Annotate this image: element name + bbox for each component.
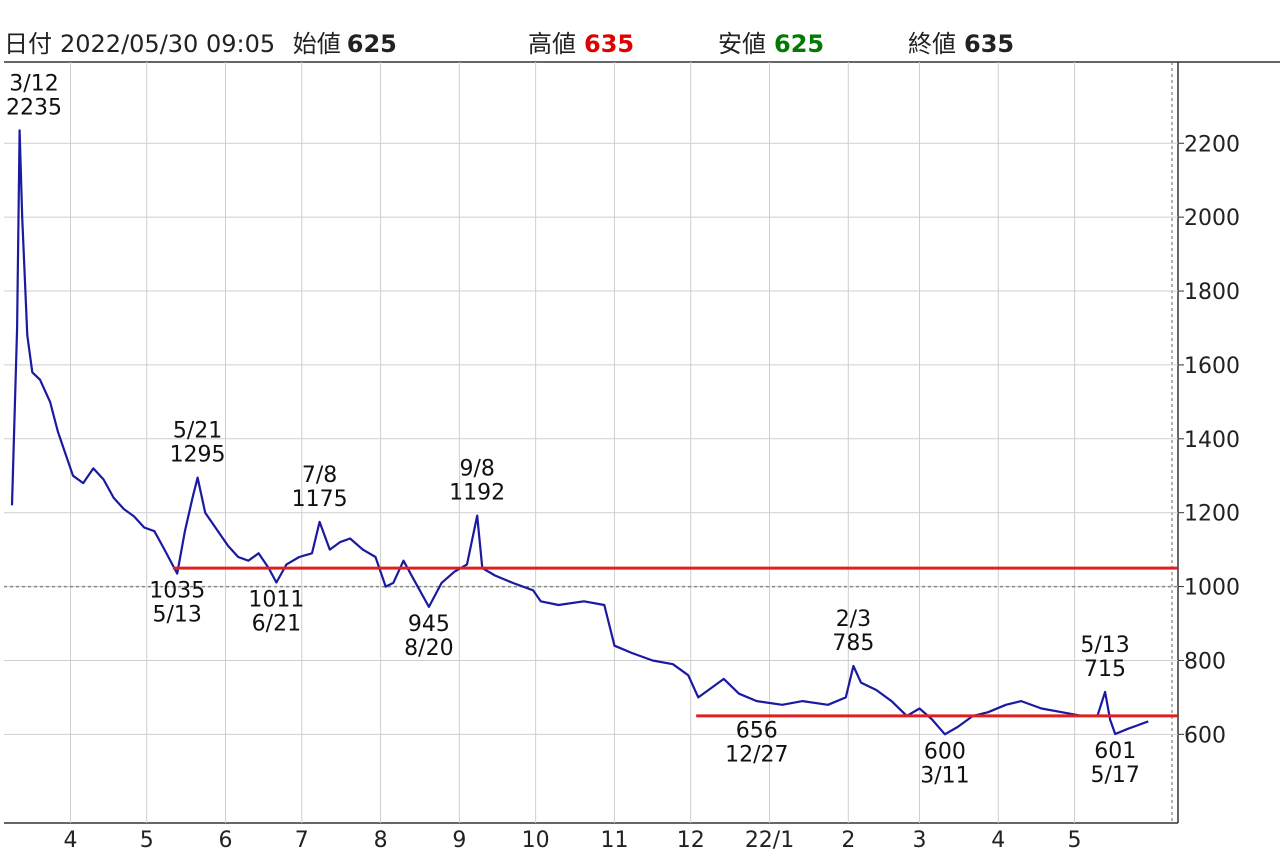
annotation-price: 1295	[170, 443, 226, 468]
annotation-price: 2235	[6, 95, 62, 120]
x-tick-label: 5	[1068, 828, 1082, 853]
annotation-price: 1011	[248, 588, 304, 613]
y-tick-label: 1600	[1184, 354, 1240, 379]
annotation-price: 785	[832, 631, 874, 656]
grid	[4, 62, 1178, 823]
x-tick-label: 4	[991, 828, 1005, 853]
y-tick-label: 2000	[1184, 206, 1240, 231]
y-tick-label: 2200	[1184, 132, 1240, 157]
annotation-price: 945	[408, 612, 450, 637]
annotation-date: 5/21	[173, 419, 222, 444]
x-tick-label: 9	[452, 828, 466, 853]
annotation-price: 600	[924, 739, 966, 764]
x-tick-label: 7	[295, 828, 309, 853]
annotation-date: 8/20	[404, 636, 453, 661]
y-tick-label: 1200	[1184, 502, 1240, 527]
annotation-price: 1192	[449, 481, 505, 506]
price-series	[10, 129, 1149, 736]
ohlc-header: 日付 2022/05/30 09:05 始値 625 高値 635 安値 625 終値 6…	[4, 30, 1014, 58]
x-tick-label: 5	[140, 828, 154, 853]
x-tick-label: 6	[219, 828, 233, 853]
annotation-date: 7/8	[302, 463, 337, 488]
x-tick-label: 2	[841, 828, 855, 853]
annotation-date: 3/11	[920, 763, 969, 788]
x-tick-label: 8	[374, 828, 388, 853]
y-tick-label: 1000	[1184, 576, 1240, 601]
x-tick-label: 3	[912, 828, 926, 853]
annotation-price: 601	[1094, 739, 1136, 764]
annotation-price: 1035	[149, 579, 205, 604]
x-axis-ticks: 4 5 6 7 8 9 10 11 12 22/1 2 3 4 5	[63, 828, 1081, 853]
annotation-date: 5/17	[1091, 763, 1140, 788]
annotation-date: 2/3	[836, 607, 871, 632]
x-tick-label: 12	[677, 828, 705, 853]
x-tick-label: 4	[63, 828, 77, 853]
annotations: 3/1222355/21129510355/1310116/217/811759…	[6, 71, 1140, 788]
header-high: 高値 635	[528, 30, 634, 58]
y-tick-label: 1800	[1184, 280, 1240, 305]
annotation-price: 1175	[292, 487, 348, 512]
y-tick-label: 1400	[1184, 428, 1240, 453]
annotation-price: 656	[736, 719, 778, 744]
annotation-price: 715	[1084, 657, 1126, 682]
header-close: 終値 635	[908, 30, 1014, 58]
header-low: 安値 625	[718, 30, 824, 58]
x-tick-label: 10	[522, 828, 550, 853]
annotation-date: 3/12	[9, 71, 58, 96]
y-tick-label: 800	[1184, 649, 1226, 674]
annotation-date: 6/21	[252, 612, 301, 637]
y-axis-ticks: 600 800 1000 1200 1400 1600 1800 2000 2200	[1178, 132, 1240, 748]
annotation-date: 5/13	[1080, 633, 1129, 658]
annotation-date: 12/27	[725, 743, 788, 768]
x-tick-label: 11	[600, 828, 628, 853]
annotation-date: 9/8	[459, 457, 494, 482]
header-date: 日付 2022/05/30 09:05 始値 625	[4, 30, 397, 58]
x-tick-label: 22/1	[745, 828, 794, 853]
price-line	[10, 129, 1149, 736]
y-tick-label: 600	[1184, 723, 1226, 748]
annotation-date: 5/13	[153, 603, 202, 628]
support-lines	[172, 566, 1178, 718]
